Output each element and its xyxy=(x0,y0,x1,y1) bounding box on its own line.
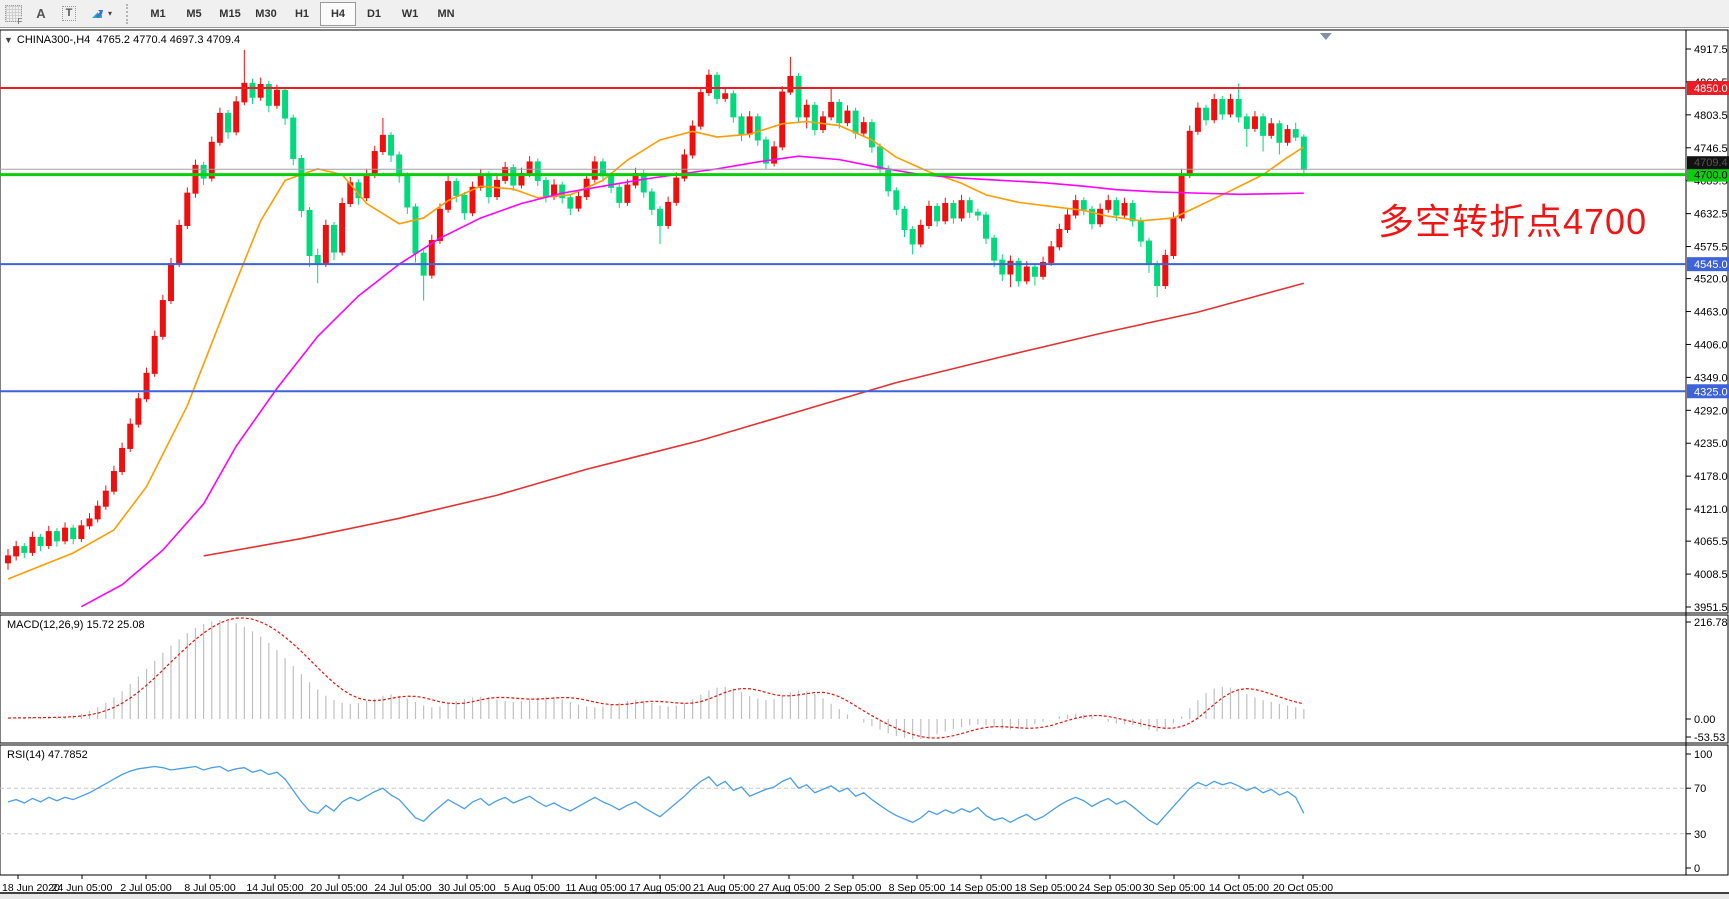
shapes-tool-button[interactable]: ▾ xyxy=(84,3,118,25)
macd-indicator-label: MACD(12,26,9) 15.72 25.08 xyxy=(7,619,145,631)
time-tick-label: 14 Jul 05:00 xyxy=(246,882,303,894)
price-tick-label: 4008.5 xyxy=(1694,569,1728,581)
macd-tick-label: 216.78 xyxy=(1694,617,1728,629)
price-tick-label: 4917.5 xyxy=(1694,44,1728,56)
time-tick-label: 27 Aug 05:00 xyxy=(758,882,820,894)
time-tick-label: 24 Sep 05:00 xyxy=(1079,882,1142,894)
tf-w1-button[interactable]: W1 xyxy=(401,7,419,20)
price-tick-label: 3951.5 xyxy=(1694,602,1728,614)
hline-label: 4325.0 xyxy=(1694,386,1728,398)
rsi-indicator-label: RSI(14) 47.7852 xyxy=(7,749,88,761)
macd-signal-line xyxy=(7,617,1304,739)
price-tick-label: 4746.5 xyxy=(1694,143,1728,155)
ohlc-values: 4765.2 4770.4 4697.3 4709.4 xyxy=(96,34,241,46)
tf-m30-button[interactable]: M30 xyxy=(255,7,277,20)
text-label-tool-button[interactable]: A xyxy=(28,3,54,25)
macd-tick-label: 0.00 xyxy=(1694,714,1715,726)
price-tick-label: 4235.0 xyxy=(1694,438,1728,450)
tf-mn-button[interactable]: MN xyxy=(437,7,455,20)
time-tick-label: 14 Sep 05:00 xyxy=(950,882,1013,894)
price-tick-label: 4349.0 xyxy=(1694,372,1728,384)
time-tick-label: 21 Aug 05:00 xyxy=(693,882,755,894)
ma-line xyxy=(7,120,1305,580)
chart-title: ▼ CHINA300-,H4 4765.2 4770.4 4697.3 4709.… xyxy=(4,34,241,46)
rsi-tick-label: 100 xyxy=(1694,749,1712,761)
ma-line xyxy=(203,282,1305,557)
tf-h4-button[interactable]: H4 xyxy=(320,1,356,26)
price-tick-label: 4632.5 xyxy=(1694,209,1728,221)
time-tick-label: 2 Jul 05:00 xyxy=(120,882,172,894)
toolbar-separator xyxy=(126,3,134,24)
symbol-dropdown-icon[interactable]: ▼ xyxy=(4,35,13,45)
chevron-down-icon: ▾ xyxy=(107,9,112,18)
letter-a-icon: A xyxy=(36,6,46,21)
time-tick-label: 11 Aug 05:00 xyxy=(565,882,626,894)
arrows-icon xyxy=(91,9,103,18)
chart-canvas[interactable]: 4917.54860.54803.54746.54689.54632.54575… xyxy=(0,29,1729,899)
time-tick-label: 8 Sep 05:00 xyxy=(889,882,946,894)
toolbar: F A T ▾ M1 M5 M15 M30 H1 H4 D1 W1 MN xyxy=(0,0,1729,28)
text-annotation[interactable]: 多空转折点4700 xyxy=(1378,201,1648,242)
time-tick-label: 8 Jul 05:00 xyxy=(184,882,236,894)
time-tick-label: 20 Jul 05:00 xyxy=(310,882,367,894)
time-tick-label: 5 Aug 05:00 xyxy=(504,882,560,894)
hline-label: 4850.0 xyxy=(1694,83,1728,95)
bid-price-label: 4709.4 xyxy=(1694,157,1728,169)
price-tick-label: 4803.5 xyxy=(1694,110,1728,122)
rsi-tick-label: 0 xyxy=(1694,863,1700,875)
time-tick-label: 24 Jun 05:00 xyxy=(52,882,113,894)
tf-h1-button[interactable]: H1 xyxy=(294,7,310,20)
price-tick-label: 4463.0 xyxy=(1694,307,1728,319)
rsi-pane xyxy=(0,744,1729,876)
tf-m5-button[interactable]: M5 xyxy=(186,7,202,20)
tf-d1-button[interactable]: D1 xyxy=(366,7,382,20)
chart-area[interactable]: 4917.54860.54803.54746.54689.54632.54575… xyxy=(0,29,1729,899)
rsi-line xyxy=(7,765,1305,826)
time-tick-label: 14 Oct 05:00 xyxy=(1209,882,1269,894)
rsi-tick-label: 70 xyxy=(1694,783,1706,795)
time-tick-label: 2 Sep 05:00 xyxy=(825,882,882,894)
time-tick-label: 20 Oct 05:00 xyxy=(1273,882,1333,894)
macd-tick-label: -53.53 xyxy=(1694,732,1725,744)
chart-grid-tool-button[interactable]: F xyxy=(0,3,26,26)
rsi-tick-label: 30 xyxy=(1694,829,1706,841)
timeframe-buttons: M1 M5 M15 M30 H1 H4 D1 W1 MN xyxy=(140,1,464,26)
price-tick-label: 4065.5 xyxy=(1694,536,1728,548)
text-box-tool-button[interactable]: T xyxy=(56,3,82,25)
grid-icon: F xyxy=(4,5,23,26)
macd-pane xyxy=(0,614,1729,744)
price-tick-label: 4406.0 xyxy=(1694,339,1728,351)
time-tick-label: 18 Sep 05:00 xyxy=(1015,882,1078,894)
price-tick-label: 4292.0 xyxy=(1694,405,1728,417)
tf-m15-button[interactable]: M15 xyxy=(219,7,241,20)
hline-label: 4545.0 xyxy=(1694,259,1728,271)
time-tick-label: 30 Jul 05:00 xyxy=(438,882,495,894)
time-tick-label: 30 Sep 05:00 xyxy=(1143,882,1206,894)
price-tick-label: 4520.0 xyxy=(1694,274,1728,286)
letter-t-icon: T xyxy=(61,6,77,21)
time-tick-label: 18 Jun 2020 xyxy=(2,882,60,894)
tf-m1-button[interactable]: M1 xyxy=(150,7,166,20)
time-tick-label: 24 Jul 05:00 xyxy=(374,882,431,894)
price-tick-label: 4121.0 xyxy=(1694,504,1728,516)
scroll-position-marker xyxy=(1319,33,1332,40)
price-tick-label: 4575.5 xyxy=(1694,242,1728,254)
price-tick-label: 4178.0 xyxy=(1694,471,1728,483)
time-tick-label: 17 Aug 05:00 xyxy=(629,882,691,894)
hline-label: 4700.0 xyxy=(1694,170,1728,182)
ma-line xyxy=(80,155,1304,608)
